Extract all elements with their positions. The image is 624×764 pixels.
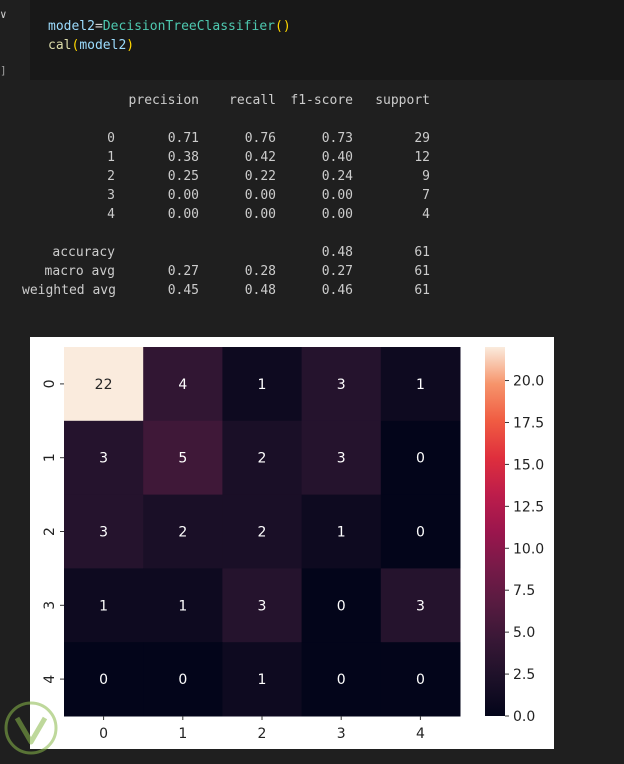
- heatmap-cell-value: 0: [99, 672, 108, 688]
- heatmap-cell-value: 3: [337, 377, 346, 393]
- code-line-1: model2=DecisionTreeClassifier(): [48, 19, 291, 34]
- heatmap-cell-value: 0: [337, 672, 346, 688]
- heatmap-cell: [222, 347, 303, 422]
- colorbar: [485, 347, 505, 716]
- heatmap-cell: [143, 494, 223, 569]
- report-header-row: precision recall f1-score support: [22, 91, 430, 110]
- heatmap-cell: [64, 494, 144, 569]
- colorbar-tick-label: 0.0: [513, 709, 535, 725]
- x-tick-label: 2: [258, 726, 267, 742]
- colorbar-tick-label: 10.0: [513, 541, 544, 557]
- heatmap-cell: [380, 347, 461, 422]
- report-row: 0 0.71 0.76 0.73 29: [107, 131, 430, 146]
- heatmap-cell-value: 5: [178, 451, 187, 467]
- heatmap-cell-value: 1: [416, 377, 425, 393]
- heatmap-cell-value: 2: [178, 525, 187, 541]
- report-row: 4 0.00 0.00 0.00 4: [107, 207, 430, 222]
- report-class-rows: 0 0.71 0.76 0.73 29 1 0.38 0.42 0.40 12 …: [22, 129, 430, 224]
- heatmap-cell: [301, 494, 382, 569]
- heatmap-cell: [380, 494, 461, 569]
- heatmap-cell-value: 1: [258, 377, 267, 393]
- heatmap-cell-value: 0: [416, 451, 425, 467]
- heatmap-cell: [222, 568, 303, 643]
- code-line-2: cal(model2): [48, 38, 135, 53]
- x-tick-label: 3: [337, 726, 346, 742]
- heatmap-cell: [143, 420, 223, 496]
- heatmap-cell: [64, 568, 144, 643]
- heatmap-cell-value: 3: [258, 598, 267, 614]
- heatmap-cell: [222, 420, 303, 496]
- y-tick-label: 0: [42, 379, 58, 388]
- heatmap-cell: [380, 568, 461, 643]
- heatmap-cell: [64, 420, 144, 496]
- collapse-chevron-icon[interactable]: ∨: [0, 8, 7, 21]
- x-tick-label: 0: [99, 726, 108, 742]
- y-tick-label: 4: [42, 675, 58, 684]
- watermark-logo-icon: [4, 701, 58, 755]
- report-row-accuracy: accuracy 0.48 61: [52, 245, 430, 260]
- heatmap-cell-value: 1: [99, 598, 108, 614]
- x-tick-label: 4: [416, 726, 425, 742]
- heatmap-cell-value: 2: [258, 525, 267, 541]
- report-row: 3 0.00 0.00 0.00 7: [107, 188, 430, 203]
- heatmap-cell: [301, 568, 382, 643]
- heatmap-cell-value: 0: [337, 598, 346, 614]
- heatmap-cell: [380, 642, 461, 717]
- report-row: 2 0.25 0.22 0.24 9: [107, 169, 430, 184]
- colorbar-tick-label: 15.0: [513, 457, 544, 473]
- header-support: support: [375, 93, 430, 108]
- header-f1-score: f1-score: [290, 93, 353, 108]
- heatmap-cell-value: 1: [337, 525, 346, 541]
- heatmap-cell-value: 3: [99, 451, 108, 467]
- report-row: 1 0.38 0.42 0.40 12: [107, 150, 430, 165]
- heatmap-cell-value: 4: [178, 377, 187, 393]
- y-tick-label: 2: [42, 527, 58, 536]
- colorbar-tick-label: 20.0: [513, 374, 544, 390]
- x-tick-label: 1: [178, 726, 187, 742]
- colorbar-tick-label: 17.5: [513, 415, 544, 431]
- heatmap-cell: [222, 494, 303, 569]
- heatmap-cell-value: 3: [99, 525, 108, 541]
- heatmap-cell: [301, 420, 382, 496]
- heatmap-cell-value: 0: [178, 672, 187, 688]
- heatmap-cell: [301, 642, 382, 717]
- heatmap-cell: [222, 642, 303, 717]
- classification-report: precision recall f1-score support 0 0.71…: [22, 91, 430, 300]
- heatmap-cell-value: 3: [416, 598, 425, 614]
- heatmap-cell-value: 3: [337, 451, 346, 467]
- colorbar-tick-label: 12.5: [513, 499, 544, 515]
- heatmap-cell: [64, 347, 144, 422]
- heatmap-cell-value: 22: [95, 377, 113, 393]
- heatmap-cell-value: 0: [416, 672, 425, 688]
- heatmap-cell: [64, 642, 144, 717]
- heatmap-cell: [143, 642, 223, 717]
- report-summary-rows: accuracy 0.48 61 macro avg 0.27 0.28 0.2…: [22, 243, 430, 300]
- heatmap-cell: [143, 568, 223, 643]
- heatmap-cell: [380, 420, 461, 496]
- heatmap-cell-value: 1: [178, 598, 187, 614]
- heatmap-cell: [301, 347, 382, 422]
- heatmap-cell: [143, 347, 223, 422]
- heatmap-cell-value: 1: [258, 672, 267, 688]
- colorbar-tick-label: 2.5: [513, 667, 535, 683]
- execution-count-bracket: ]: [0, 64, 7, 77]
- code-cell[interactable]: [30, 0, 624, 80]
- y-tick-label: 3: [42, 601, 58, 610]
- colorbar-tick-label: 5.0: [513, 625, 535, 641]
- heatmap-cell-value: 0: [416, 525, 425, 541]
- report-row-macro-avg: macro avg 0.27 0.28 0.27 61: [44, 264, 430, 279]
- colorbar-tick-label: 7.5: [513, 583, 535, 599]
- y-tick-label: 1: [42, 453, 58, 462]
- heatmap-cell-value: 2: [258, 451, 267, 467]
- header-precision: precision: [128, 93, 199, 108]
- report-row-weighted-avg: weighted avg 0.45 0.48 0.46 61: [22, 283, 430, 298]
- header-recall: recall: [229, 93, 276, 108]
